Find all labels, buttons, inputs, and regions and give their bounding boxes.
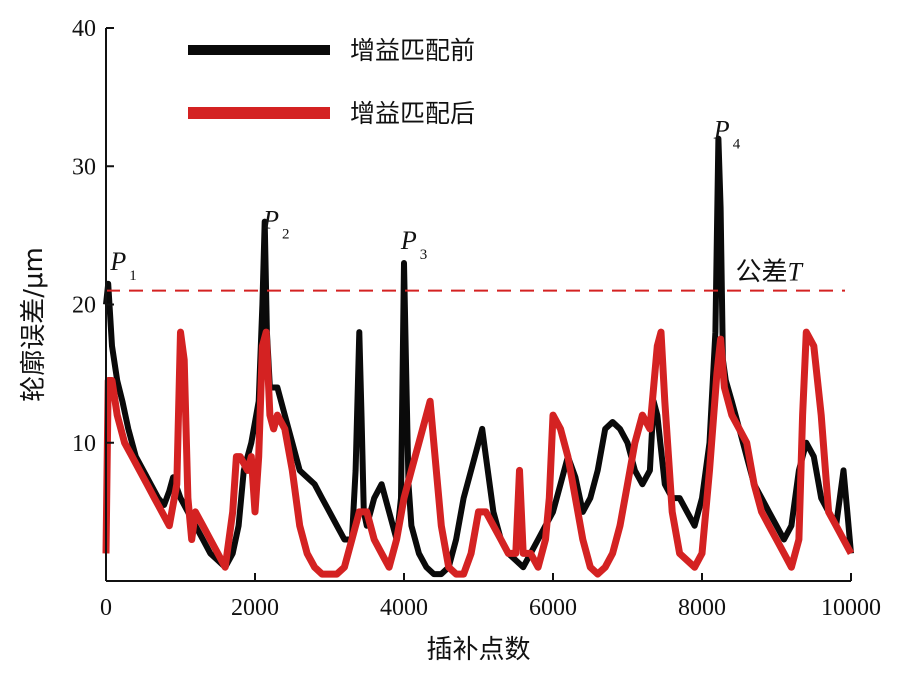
x-tick-label: 4000 xyxy=(380,595,428,621)
y-tick-label: 10 xyxy=(72,431,96,457)
y-tick-label: 40 xyxy=(72,16,96,42)
x-axis-title: 插补点数 xyxy=(426,635,530,665)
peak-subscript: 3 xyxy=(420,247,428,263)
peak-subscript: 2 xyxy=(282,226,290,242)
peak-subscript: 1 xyxy=(129,268,137,284)
tolerance-label-symbol: T xyxy=(788,258,804,287)
peak-annotations: P 1P 2 P3P 4 xyxy=(109,116,740,284)
axes: 0 2000 4000 6000 8000 10000 10 20 30 40 xyxy=(72,16,881,621)
peak-letter: P xyxy=(109,247,126,276)
series-layer xyxy=(102,135,855,578)
peak-letter: P xyxy=(262,205,279,234)
tolerance-label: 公差T xyxy=(736,258,804,288)
x-tick-label: 0 xyxy=(100,595,112,621)
x-tick-label: 10000 xyxy=(821,595,881,621)
y-tick-label: 20 xyxy=(72,293,96,319)
peak-subscript: 4 xyxy=(733,137,741,153)
tolerance-layer: 公差T xyxy=(106,258,845,292)
series-line-2 xyxy=(102,328,855,578)
peak-letter: P xyxy=(713,116,730,145)
peak-letter: P xyxy=(400,226,417,255)
x-tick-label: 2000 xyxy=(231,595,279,621)
legend-label-2: 增益匹配后 xyxy=(350,99,475,128)
peak-label-3: P3 xyxy=(400,226,427,263)
legend-label-1: 增益匹配前 xyxy=(350,36,475,65)
y-tick-label: 30 xyxy=(72,154,96,180)
y-axis-title: 轮廓误差/μm xyxy=(19,247,49,402)
tolerance-label-text: 公差 xyxy=(736,258,788,288)
x-tick-label: 8000 xyxy=(678,595,726,621)
x-tick-label: 6000 xyxy=(529,595,577,621)
